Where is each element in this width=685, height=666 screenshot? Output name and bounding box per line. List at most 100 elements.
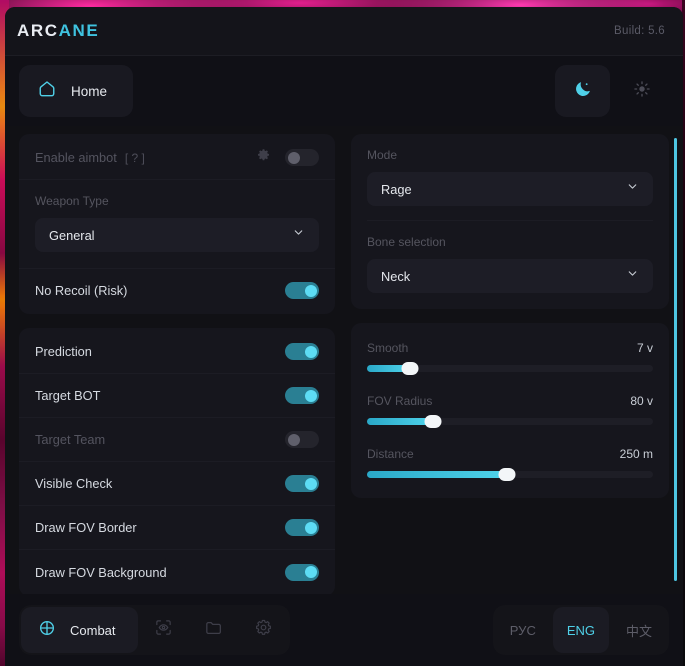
row-draw-fov-border[interactable]: Draw FOV Border (19, 506, 335, 550)
theme-toggle-group (555, 65, 669, 117)
weapon-type-label: Weapon Type (35, 194, 109, 208)
slider-fov-radius-track[interactable] (367, 415, 653, 428)
bone-selection-value: Neck (381, 268, 411, 284)
chevron-down-icon (626, 180, 639, 198)
slider-distance-fill (367, 471, 508, 478)
slider-smooth-knob[interactable] (401, 362, 419, 375)
logo-accent-text: ANE (58, 21, 100, 40)
enable-aimbot-toggle[interactable] (285, 149, 319, 166)
no-recoil-label: No Recoil (Risk) (35, 283, 128, 298)
content-scrollbar[interactable] (674, 138, 677, 581)
visible-check-label: Visible Check (35, 476, 113, 491)
row-visible-check[interactable]: Visible Check (19, 462, 335, 506)
chevron-down-icon (626, 267, 639, 285)
language-option-zh[interactable]: 中文 (625, 623, 652, 639)
bone-selection-select[interactable]: Neck (367, 259, 653, 293)
enable-aimbot-label: Enable aimbot (35, 150, 117, 165)
bottom-bar: Combat (5, 594, 683, 666)
bottom-tab-settings[interactable] (240, 607, 288, 653)
row-enable-aimbot[interactable]: Enable aimbot [ ? ] (19, 136, 335, 180)
aimbot-card: Enable aimbot [ ? ] (19, 134, 335, 314)
slider-smooth-track[interactable] (367, 362, 653, 375)
bottom-tab-combat-label: Combat (70, 622, 116, 638)
language-selector: РУС ENG 中文 (492, 605, 669, 655)
app-window: ARCANE Build: 5.6 Home (5, 7, 683, 666)
theme-dark-button[interactable] (555, 65, 610, 117)
slider-distance-knob[interactable] (498, 468, 516, 481)
gear-icon[interactable] (256, 148, 271, 168)
theme-light-button[interactable] (614, 65, 669, 117)
slider-smooth-header: Smooth 7 v (367, 341, 653, 355)
enable-aimbot-help-hint[interactable]: [ ? ] (124, 150, 145, 165)
nav-tabs: Home (19, 65, 134, 117)
slider-fov-radius-label: FOV Radius (367, 394, 433, 408)
slider-distance: Distance 250 m (367, 447, 653, 481)
sun-icon (633, 80, 651, 103)
main-content: Enable aimbot [ ? ] (5, 126, 683, 594)
bottom-tab-visuals[interactable] (140, 607, 188, 653)
draw-fov-border-toggle[interactable] (285, 519, 319, 536)
slider-fov-radius: FOV Radius 80 v (367, 394, 653, 428)
draw-fov-border-label: Draw FOV Border (35, 520, 137, 535)
row-target-team[interactable]: Target Team (19, 418, 335, 462)
home-icon (37, 79, 57, 104)
slider-distance-value: 250 m (619, 447, 653, 461)
mode-group: Mode Rage (367, 148, 653, 206)
app-logo: ARCANE (17, 21, 99, 41)
slider-smooth-value: 7 v (636, 341, 653, 355)
slider-fov-radius-header: FOV Radius 80 v (367, 394, 653, 408)
draw-fov-background-label: Draw FOV Background (35, 564, 167, 580)
sliders-card: Smooth 7 v FOV Radius 80 v (351, 323, 669, 498)
weapon-type-select[interactable]: General (35, 218, 319, 252)
mode-bone-divider (367, 220, 653, 221)
slider-distance-track[interactable] (367, 468, 653, 481)
slider-fov-radius-knob[interactable] (424, 415, 442, 428)
language-option-eng[interactable]: ENG (552, 607, 609, 653)
slider-distance-header: Distance 250 m (367, 447, 653, 461)
chevron-down-icon (292, 226, 305, 244)
slider-smooth-label: Smooth (367, 341, 409, 355)
mode-label: Mode (367, 148, 398, 162)
feature-toggles-card: Prediction Target BOT Target Team Visibl… (19, 328, 335, 594)
slider-fov-radius-fill (367, 418, 433, 425)
language-option-rus[interactable]: РУС (509, 622, 536, 638)
row-target-bot[interactable]: Target BOT (19, 374, 335, 418)
visible-check-toggle[interactable] (285, 475, 319, 492)
bottom-tab-configs[interactable] (190, 607, 238, 653)
wallpaper-right-strip (682, 0, 685, 666)
target-team-toggle[interactable] (285, 431, 319, 448)
slider-distance-label: Distance (367, 447, 414, 461)
row-prediction[interactable]: Prediction (19, 330, 335, 374)
row-draw-fov-background[interactable]: Draw FOV Background (19, 550, 335, 594)
nav-tab-home[interactable]: Home (19, 65, 134, 117)
slider-fov-radius-value: 80 v (630, 394, 653, 408)
prediction-label: Prediction (35, 344, 92, 359)
enable-aimbot-actions (256, 148, 319, 168)
draw-fov-background-toggle[interactable] (285, 563, 319, 581)
no-recoil-toggle[interactable] (285, 282, 319, 299)
weapon-type-value: General (49, 227, 95, 243)
target-bot-toggle[interactable] (285, 387, 319, 404)
title-bar: ARCANE Build: 5.6 (5, 7, 683, 56)
nav-bar: Home (5, 56, 683, 126)
row-no-recoil[interactable]: No Recoil (Risk) (19, 268, 335, 312)
right-column: Mode Rage Bone selection Neck (351, 134, 669, 594)
bone-selection-label: Bone selection (367, 235, 446, 249)
crosshair-icon (37, 618, 57, 643)
slider-smooth: Smooth 7 v (367, 341, 653, 375)
prediction-toggle[interactable] (285, 343, 319, 360)
mode-bone-card: Mode Rage Bone selection Neck (351, 134, 669, 309)
bottom-tab-group: Combat (19, 605, 290, 655)
logo-primary-text: ARC (17, 21, 59, 40)
mode-select[interactable]: Rage (367, 172, 653, 206)
weapon-type-group: Weapon Type General (19, 180, 335, 268)
wallpaper-left-strip (0, 0, 9, 666)
mode-value: Rage (381, 181, 412, 197)
left-column: Enable aimbot [ ? ] (19, 134, 335, 594)
moon-icon (573, 79, 593, 104)
folder-icon (204, 618, 224, 643)
bottom-tab-combat[interactable]: Combat (21, 607, 138, 653)
slider-smooth-fill (367, 365, 410, 372)
target-team-label: Target Team (35, 432, 106, 447)
